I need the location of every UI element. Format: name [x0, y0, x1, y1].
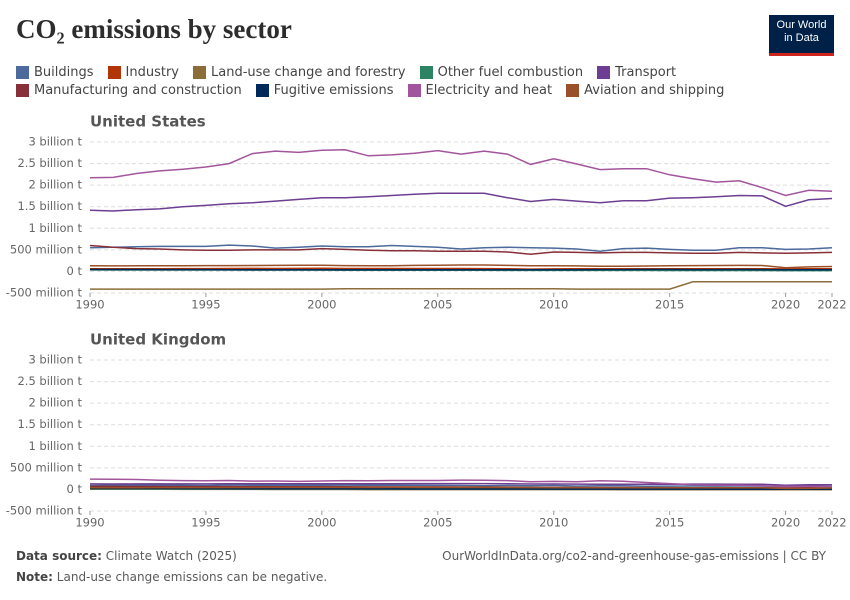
note-text: Land-use change emissions can be negativ…	[56, 570, 328, 584]
y-tick-label: 500 million t	[10, 242, 83, 256]
legend-swatch	[255, 84, 269, 97]
x-tick-label: 2022	[817, 516, 846, 530]
source: Data source: Climate Watch (2025)	[16, 549, 237, 563]
x-tick-label: 2010	[539, 516, 568, 530]
x-tick-label: 1995	[191, 516, 220, 530]
legend-label: Industry	[125, 65, 179, 80]
series-line	[90, 267, 832, 270]
legend-label: Transport	[615, 65, 677, 80]
panel-title: United States	[90, 113, 206, 131]
legend-item[interactable]: Land-use change and forestry	[193, 65, 406, 80]
legend-item[interactable]: Electricity and heat	[407, 83, 553, 98]
panel-title: United Kingdom	[90, 331, 226, 349]
y-tick-label: 2 billion t	[28, 396, 82, 410]
legend-item[interactable]: Fugitive emissions	[255, 83, 394, 98]
note: Note: Land-use change emissions can be n…	[16, 570, 327, 584]
legend-swatch	[407, 84, 421, 97]
y-tick-label: 3 billion t	[28, 353, 82, 367]
legend: Buildings Industry Land-use change and for…	[16, 65, 736, 98]
legend-label: Electricity and heat	[425, 83, 553, 98]
chart: United States -500 million t 0 t 500 millio…	[6, 113, 847, 530]
x-tick-label: 2015	[655, 298, 684, 312]
legend-item[interactable]: Transport	[597, 65, 676, 80]
legend-label: Land-use change and forestry	[211, 65, 406, 80]
y-tick-label: 1.5 billion t	[17, 417, 82, 431]
legend-item[interactable]: Other fuel combustion	[419, 65, 584, 80]
x-tick-label: 2005	[423, 298, 452, 312]
legend-swatch	[16, 66, 29, 79]
series-line	[89, 484, 833, 488]
source-label: Data source:	[16, 549, 102, 563]
y-tick-label: 1.5 billion t	[17, 199, 82, 213]
logo[interactable]: Our World in Data	[769, 15, 834, 56]
y-tick-label: 2 billion t	[28, 178, 82, 192]
x-tick-label: 2015	[655, 516, 684, 530]
source-text: Climate Watch (2025)	[105, 549, 237, 563]
y-tick-label: -500 million t	[6, 286, 83, 300]
series-line	[89, 192, 833, 212]
legend-swatch	[16, 84, 29, 97]
x-tick-label: 2000	[307, 298, 336, 312]
x-tick-label: 2010	[539, 298, 568, 312]
url[interactable]: OurWorldInData.org/co2-and-greenhouse-ga…	[442, 549, 826, 563]
legend-label: Aviation and shipping	[584, 83, 725, 98]
x-tick-label: 2020	[771, 516, 800, 530]
series-line	[90, 487, 832, 490]
series-line	[89, 244, 833, 252]
legend-label: Other fuel combustion	[437, 65, 584, 80]
y-tick-label: 0 t	[67, 264, 83, 278]
y-tick-label: 2.5 billion t	[17, 156, 82, 170]
y-tick-label: 500 million t	[10, 460, 83, 474]
legend-item[interactable]: Manufacturing and construction	[16, 83, 242, 98]
x-tick-label: 2005	[423, 516, 452, 530]
y-tick-label: 1 billion t	[28, 221, 82, 235]
series-line	[90, 486, 833, 490]
x-tick-label: 1990	[75, 516, 104, 530]
y-tick-label: 2.5 billion t	[17, 374, 82, 388]
series-line	[90, 281, 832, 290]
series-line	[89, 149, 833, 197]
note-label: Note:	[16, 570, 53, 584]
series-line	[89, 478, 833, 488]
title: CO₂ emissions by sector	[16, 14, 292, 44]
legend-swatch	[107, 66, 121, 79]
series-line	[89, 264, 833, 269]
series-line	[89, 244, 833, 255]
legend-label: Manufacturing and construction	[34, 83, 242, 98]
legend-swatch	[597, 66, 611, 79]
series-line	[89, 482, 833, 487]
x-tick-label: 1995	[191, 298, 220, 312]
x-tick-label: 1990	[75, 298, 104, 312]
logo-line: in Data	[784, 32, 819, 44]
y-tick-label: 0 t	[67, 482, 83, 496]
x-tick-label: 2000	[307, 516, 336, 530]
legend-item[interactable]: Buildings	[16, 65, 94, 80]
legend-label: Buildings	[34, 65, 94, 80]
legend-item[interactable]: Industry	[107, 65, 179, 80]
legend-swatch	[193, 66, 206, 79]
y-tick-label: 3 billion t	[28, 135, 82, 149]
x-tick-label: 2020	[771, 298, 800, 312]
y-tick-label: -500 million t	[6, 504, 83, 518]
y-tick-label: 1 billion t	[28, 439, 82, 453]
legend-swatch	[419, 66, 433, 79]
x-tick-label: 2022	[817, 298, 846, 312]
legend-label: Fugitive emissions	[273, 83, 394, 98]
legend-item[interactable]: Aviation and shipping	[566, 83, 724, 98]
logo-line: Our World	[776, 19, 827, 31]
legend-swatch	[566, 84, 580, 97]
